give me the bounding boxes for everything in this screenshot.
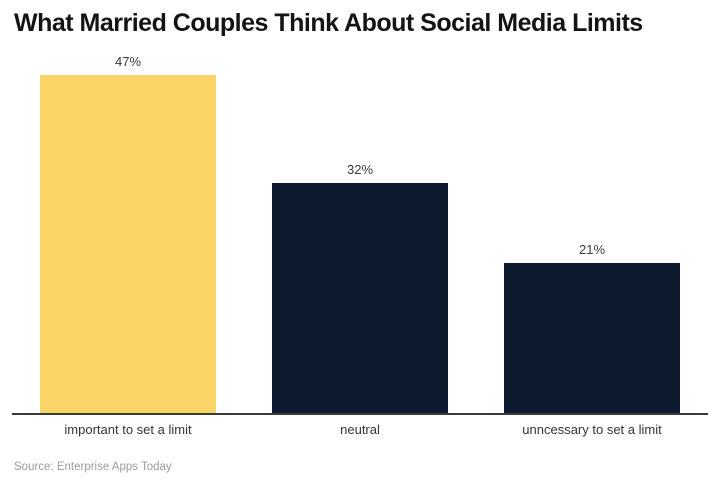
bar-value-label-3: 21% (578, 242, 606, 257)
bar-value-label-2: 32% (346, 162, 374, 177)
bar-value-label-1: 47% (114, 54, 142, 69)
category-label-3: unncessary to set a limit (522, 422, 662, 437)
chart-title: What Married Couples Think About Social … (14, 9, 643, 37)
bar-2 (272, 183, 448, 414)
category-label-1: important to set a limit (64, 422, 192, 437)
source-note: Source: Enterprise Apps Today (14, 461, 172, 473)
bar-3 (504, 263, 680, 414)
bar-1 (40, 75, 216, 414)
x-axis-line (12, 413, 708, 415)
category-label-2: neutral (340, 422, 380, 437)
